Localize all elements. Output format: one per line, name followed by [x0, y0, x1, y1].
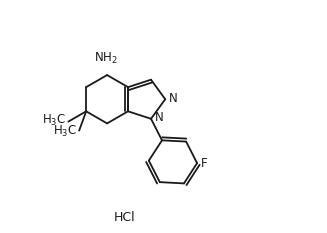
Text: N: N: [169, 92, 178, 105]
Text: N: N: [155, 111, 164, 124]
Text: F: F: [201, 157, 208, 170]
Text: H$_3$C: H$_3$C: [53, 124, 77, 139]
Text: NH$_2$: NH$_2$: [94, 51, 118, 66]
Text: H$_3$C: H$_3$C: [42, 113, 66, 128]
Text: HCl: HCl: [113, 211, 135, 224]
